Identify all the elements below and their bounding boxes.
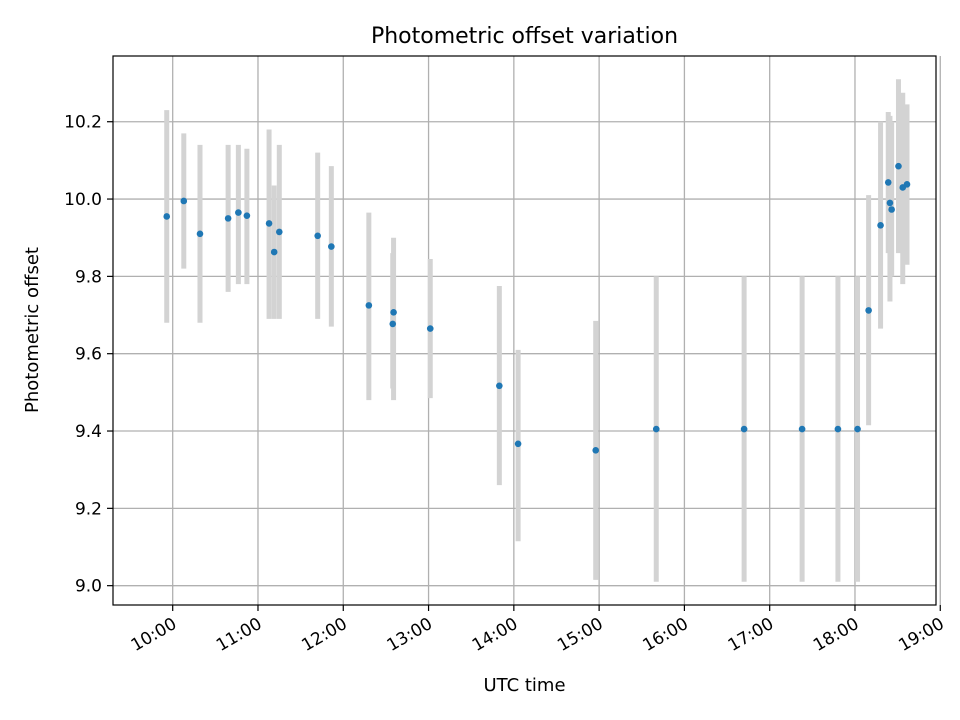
- data-point: [798, 425, 806, 433]
- chart-title: Photometric offset variation: [371, 24, 678, 49]
- y-tick-label: 9.4: [75, 422, 102, 442]
- data-point: [740, 425, 748, 433]
- data-point: [496, 382, 503, 390]
- data-point: [235, 209, 242, 216]
- data-point: [877, 222, 884, 229]
- plot-frame: [112, 55, 937, 606]
- y-tick-label: 9.8: [75, 267, 102, 287]
- grid-lines: [113, 56, 941, 605]
- data-points: [163, 162, 911, 454]
- data-point: [854, 425, 861, 433]
- data-point: [884, 179, 892, 186]
- data-point: [243, 212, 251, 219]
- data-point: [390, 309, 397, 316]
- data-point: [903, 181, 911, 188]
- data-point: [389, 320, 397, 328]
- y-tick-label: 9.2: [75, 499, 102, 519]
- data-point: [163, 213, 171, 220]
- data-point: [514, 440, 522, 448]
- data-point: [270, 248, 278, 256]
- data-point: [365, 302, 373, 309]
- data-point: [592, 447, 600, 454]
- x-axis-title: UTC time: [483, 675, 565, 696]
- data-point: [276, 228, 283, 236]
- data-point: [314, 232, 321, 240]
- data-point: [196, 230, 204, 238]
- data-point: [328, 243, 335, 250]
- y-tick-label: 10.2: [64, 113, 102, 133]
- data-point: [652, 425, 660, 433]
- y-tick-label: 9.6: [75, 345, 102, 365]
- data-point: [426, 325, 434, 332]
- data-point: [895, 162, 902, 170]
- y-axis-title: Photometric offset: [22, 247, 43, 413]
- y-tick-label: 9.0: [75, 577, 102, 597]
- data-point: [180, 197, 188, 205]
- data-point: [888, 206, 895, 213]
- y-tick-label: 10.0: [64, 190, 102, 210]
- y-axis-ticks: 9.0 9.2 9.4 9.6 9.8 10.0 10.2: [64, 113, 113, 597]
- data-point: [834, 425, 842, 433]
- data-point: [265, 220, 273, 227]
- data-point: [886, 199, 894, 207]
- data-point: [865, 307, 872, 314]
- data-point: [224, 215, 232, 222]
